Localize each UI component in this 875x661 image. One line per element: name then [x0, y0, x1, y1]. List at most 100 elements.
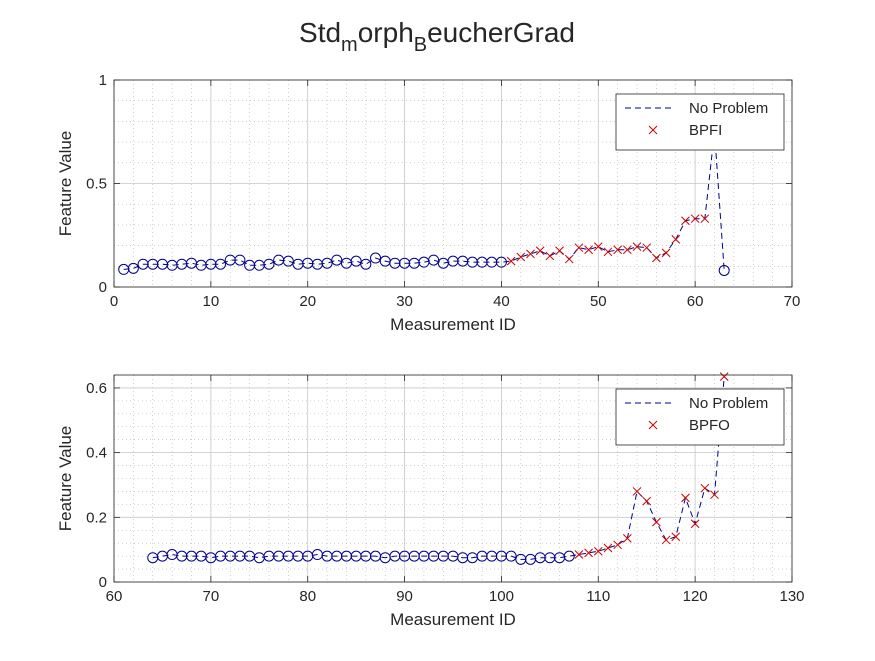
cross-stroke: [622, 533, 632, 543]
data-point-circle: [215, 258, 227, 270]
y-tick-label: 0.2: [86, 509, 107, 526]
cross-stroke: [700, 483, 710, 493]
cross-stroke: [526, 249, 535, 259]
subplot-top: 0 10 20 30 40 50 60 70 0 0.5 1 Measurement ID Featur…: [56, 72, 800, 334]
cross-stroke: [661, 535, 671, 545]
legend-cross-swatch: [648, 420, 658, 430]
legend-box: [615, 388, 785, 446]
data-point-cross: [516, 252, 526, 262]
data-point-cross: [632, 242, 642, 251]
legend-entry-label: BPFI: [689, 122, 722, 139]
data-point-cross: [661, 535, 671, 545]
data-point-cross: [574, 550, 584, 559]
data-point-cross: [535, 246, 545, 256]
series-line: [152, 376, 725, 560]
title-part-3: eucherGrad: [427, 17, 575, 48]
data-point-cross: [555, 246, 564, 256]
data-point-cross: [681, 216, 690, 226]
data-point-circle: [331, 254, 343, 266]
series-markers: [118, 252, 730, 276]
cross-stroke: [632, 487, 642, 496]
cross-stroke: [681, 216, 690, 226]
x-tick-label: 100: [489, 588, 514, 605]
cross-stroke: [574, 243, 584, 253]
x-tick-label: 0: [110, 293, 118, 310]
cross-stroke: [632, 242, 642, 251]
series-line: [123, 131, 725, 271]
cross-stroke: [642, 243, 652, 253]
cross-stroke: [710, 490, 719, 500]
cross-stroke: [506, 256, 516, 266]
cross-stroke: [622, 245, 632, 255]
cross-stroke: [555, 246, 564, 256]
data-point-cross: [613, 245, 623, 255]
y-tick-label: 0.6: [86, 380, 107, 397]
x-tick-label: 60: [687, 293, 704, 310]
data-point-circle: [428, 254, 440, 266]
data-point-cross: [574, 243, 584, 253]
y-axis-label: Feature Value: [56, 131, 75, 237]
cross-stroke: [545, 251, 555, 261]
cross-stroke: [613, 540, 623, 550]
title-part-2: orph: [358, 17, 414, 48]
data-point-circle: [495, 256, 507, 268]
x-axis-label: Measurement ID: [390, 610, 516, 629]
x-tick-label: 70: [784, 293, 801, 310]
data-point-cross: [710, 490, 719, 500]
data-point-cross: [593, 546, 603, 556]
cross-stroke: [584, 548, 593, 558]
series-markers: [574, 372, 729, 559]
data-point-cross: [593, 242, 603, 251]
data-point-cross: [584, 548, 593, 558]
cross-stroke: [690, 519, 700, 529]
cross-stroke: [671, 532, 681, 542]
data-point-circle: [505, 550, 517, 562]
y-tick-label: 0.5: [86, 176, 107, 193]
cross-stroke: [516, 252, 526, 262]
data-point-cross: [506, 256, 516, 266]
cross-stroke: [564, 254, 574, 264]
legend-entry-label: No Problem: [689, 100, 768, 117]
figure-title: StdmorphBeucherGrad: [299, 17, 575, 56]
data-point-circle: [263, 258, 275, 270]
x-tick-label: 40: [493, 293, 510, 310]
x-tick-label: 90: [396, 588, 413, 605]
x-tick-label: 60: [106, 588, 123, 605]
data-point-cross: [681, 493, 690, 503]
legend-box: [615, 93, 785, 151]
x-tick-label: 30: [396, 293, 413, 310]
cross-stroke: [584, 245, 593, 255]
cross-stroke: [681, 493, 690, 503]
cross-stroke: [574, 550, 584, 559]
data-point-circle: [282, 255, 294, 267]
data-point-cross: [652, 517, 661, 527]
y-tick-label: 0.4: [86, 445, 107, 462]
title-subscript-1: m: [341, 34, 358, 56]
data-point-circle: [350, 255, 362, 267]
data-point-circle: [234, 254, 246, 266]
cross-stroke: [642, 496, 652, 506]
data-point-cross: [642, 496, 652, 506]
data-point-cross: [690, 214, 700, 224]
data-point-circle: [127, 262, 139, 274]
x-tick-label: 70: [203, 588, 220, 605]
cross-stroke: [603, 247, 613, 257]
legend: No Problem BPFO: [615, 388, 785, 446]
cross-stroke: [652, 517, 661, 527]
legend-entry-label: BPFO: [689, 417, 730, 434]
data-point-cross: [652, 253, 661, 263]
data-point-cross: [661, 248, 671, 258]
data-point-cross: [613, 540, 623, 550]
data-point-circle: [718, 264, 730, 276]
y-tick-label: 0: [99, 279, 107, 296]
cross-stroke: [690, 214, 700, 224]
data-point-cross: [632, 487, 642, 496]
y-tick-label: 0: [99, 574, 107, 591]
axes-box: [113, 374, 793, 583]
data-point-cross: [584, 245, 593, 255]
title-part-1: Std: [299, 17, 341, 48]
y-axis-label: Feature Value: [56, 426, 75, 532]
subplot-bottom: 60 70 80 90 100 110 120 130 0 0.2 0.4 0.6 Measuremen…: [56, 372, 805, 629]
x-tick-label: 110: [586, 588, 610, 605]
